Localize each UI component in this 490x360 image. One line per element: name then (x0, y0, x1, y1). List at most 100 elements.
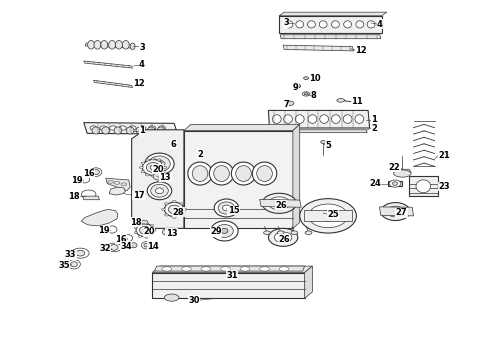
Ellipse shape (287, 101, 294, 105)
Text: 1: 1 (371, 115, 377, 124)
Ellipse shape (302, 92, 310, 96)
Ellipse shape (121, 183, 127, 186)
Polygon shape (379, 207, 414, 216)
Ellipse shape (139, 235, 142, 238)
Ellipse shape (146, 174, 149, 176)
Text: 8: 8 (311, 91, 317, 100)
Text: 34: 34 (120, 242, 132, 251)
Ellipse shape (269, 197, 290, 210)
Ellipse shape (153, 229, 156, 231)
Ellipse shape (130, 43, 135, 49)
Text: 21: 21 (438, 151, 450, 160)
Polygon shape (132, 130, 184, 228)
Ellipse shape (153, 173, 163, 180)
Text: 22: 22 (389, 163, 400, 172)
Ellipse shape (140, 226, 150, 234)
Ellipse shape (331, 115, 340, 123)
Ellipse shape (140, 166, 144, 168)
Text: 23: 23 (438, 182, 450, 191)
Text: 4: 4 (139, 60, 145, 69)
Ellipse shape (222, 205, 230, 211)
Ellipse shape (144, 243, 149, 247)
Ellipse shape (161, 162, 165, 164)
Text: 20: 20 (152, 165, 164, 174)
Ellipse shape (192, 166, 208, 181)
Ellipse shape (319, 211, 337, 221)
Ellipse shape (295, 115, 304, 123)
Ellipse shape (151, 234, 154, 236)
Ellipse shape (272, 115, 281, 123)
Ellipse shape (296, 21, 304, 28)
Ellipse shape (147, 127, 155, 134)
Ellipse shape (116, 41, 122, 49)
Ellipse shape (90, 126, 97, 130)
Ellipse shape (262, 193, 296, 213)
Ellipse shape (260, 267, 270, 271)
Ellipse shape (257, 166, 272, 181)
Ellipse shape (109, 41, 116, 49)
Ellipse shape (149, 156, 170, 172)
Ellipse shape (209, 162, 234, 185)
Polygon shape (106, 178, 130, 191)
Ellipse shape (221, 228, 228, 233)
Text: 19: 19 (71, 176, 83, 185)
Ellipse shape (188, 162, 212, 185)
Ellipse shape (356, 21, 364, 28)
Ellipse shape (216, 225, 233, 237)
Ellipse shape (305, 231, 312, 234)
Polygon shape (152, 273, 305, 298)
Text: 19: 19 (98, 226, 109, 235)
Ellipse shape (343, 115, 352, 123)
Ellipse shape (172, 201, 176, 203)
Ellipse shape (146, 159, 149, 161)
Ellipse shape (343, 21, 351, 28)
Ellipse shape (159, 126, 165, 130)
Text: 17: 17 (133, 191, 144, 200)
Ellipse shape (151, 158, 155, 160)
Ellipse shape (181, 267, 191, 271)
Polygon shape (293, 125, 300, 228)
Polygon shape (84, 123, 177, 134)
Text: 3: 3 (283, 18, 289, 27)
Text: 35: 35 (58, 261, 70, 270)
Ellipse shape (320, 115, 329, 123)
Polygon shape (152, 266, 313, 273)
Ellipse shape (149, 126, 156, 130)
Ellipse shape (214, 166, 229, 181)
Ellipse shape (156, 188, 163, 194)
Ellipse shape (321, 140, 326, 143)
Ellipse shape (101, 41, 108, 49)
Polygon shape (279, 16, 382, 33)
Ellipse shape (295, 84, 301, 88)
Text: 27: 27 (395, 208, 407, 217)
Polygon shape (184, 131, 293, 228)
Polygon shape (184, 125, 300, 131)
Polygon shape (409, 176, 438, 196)
Ellipse shape (100, 126, 107, 130)
Text: 1: 1 (139, 126, 145, 135)
Text: 24: 24 (369, 179, 381, 188)
Ellipse shape (319, 21, 327, 28)
Ellipse shape (145, 153, 174, 175)
Text: 28: 28 (172, 208, 184, 217)
Polygon shape (280, 35, 381, 39)
Ellipse shape (172, 216, 176, 219)
Text: 13: 13 (159, 173, 171, 182)
Ellipse shape (120, 126, 126, 130)
Ellipse shape (214, 199, 239, 217)
Ellipse shape (145, 236, 148, 238)
Ellipse shape (236, 166, 251, 181)
Ellipse shape (151, 184, 168, 197)
Ellipse shape (308, 115, 317, 123)
Ellipse shape (107, 243, 122, 252)
Ellipse shape (218, 202, 235, 214)
Polygon shape (109, 187, 125, 195)
Ellipse shape (88, 41, 95, 49)
Ellipse shape (355, 115, 364, 123)
Ellipse shape (141, 162, 145, 164)
Text: 2: 2 (197, 150, 203, 159)
Ellipse shape (178, 138, 183, 141)
Ellipse shape (284, 115, 293, 123)
Text: 10: 10 (310, 75, 321, 84)
Text: 4: 4 (377, 19, 383, 28)
